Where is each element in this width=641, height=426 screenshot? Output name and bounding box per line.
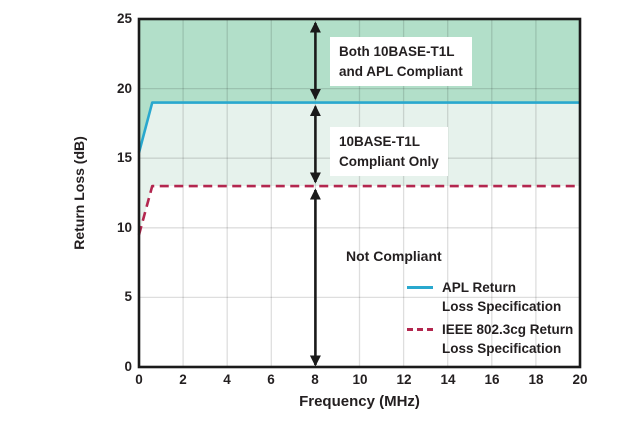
x-tick-6: 6 <box>267 372 275 387</box>
label-t1l-only-line1: 10BASE-T1L <box>339 134 421 149</box>
y-tick-20: 20 <box>116 81 132 96</box>
y-tick-0: 0 <box>124 359 132 374</box>
x-tick-18: 18 <box>528 372 544 387</box>
legend-ieee-line2: Loss Specification <box>442 340 562 356</box>
y-tick-10: 10 <box>116 220 132 235</box>
plot-border <box>137 17 582 369</box>
legend-apl-line1: APL Return <box>442 280 517 295</box>
y-tick-15: 15 <box>116 150 132 165</box>
x-tick-12: 12 <box>396 372 412 387</box>
x-tick-16: 16 <box>484 372 500 387</box>
series-line-0 <box>137 101 580 153</box>
x-tick-10: 10 <box>352 372 368 387</box>
x-tick-2: 2 <box>179 372 187 387</box>
label-not-compliant: Not Compliant <box>337 241 451 271</box>
legend-entry-apl: APL Return Loss Specification <box>407 279 561 317</box>
label-not-compliant-line1: Not Compliant <box>346 248 442 264</box>
legend-ieee-label: IEEE 802.3cg Return Loss Specification <box>442 321 573 359</box>
ieee-dashed-line-swatch <box>407 328 433 331</box>
label-both-compliant-line1: Both 10BASE-T1L <box>339 44 455 59</box>
legend-entry-ieee: IEEE 802.3cg Return Loss Specification <box>407 321 573 359</box>
y-tick-25: 25 <box>116 11 132 26</box>
legend-ieee-line1: IEEE 802.3cg Return <box>442 322 574 337</box>
y-axis-title: Return Loss (dB) <box>71 136 87 250</box>
label-both-compliant-line2: and APL Compliant <box>339 63 463 79</box>
x-tick-4: 4 <box>223 372 231 387</box>
x-tick-0: 0 <box>135 372 143 387</box>
y-tick-5: 5 <box>124 289 132 304</box>
legend-apl-line2: Loss Specification <box>442 298 562 314</box>
label-t1l-only-line2: Compliant Only <box>339 153 439 169</box>
apl-line-swatch <box>407 286 433 289</box>
legend-apl-label: APL Return Loss Specification <box>442 279 561 317</box>
x-axis-title: Frequency (MHz) <box>299 393 420 410</box>
label-t1l-only: 10BASE-T1L Compliant Only <box>330 127 448 177</box>
x-tick-20: 20 <box>572 372 588 387</box>
x-tick-14: 14 <box>440 372 456 387</box>
series-line-1 <box>137 184 580 236</box>
x-tick-8: 8 <box>311 372 319 387</box>
label-both-compliant: Both 10BASE-T1L and APL Compliant <box>330 37 472 87</box>
